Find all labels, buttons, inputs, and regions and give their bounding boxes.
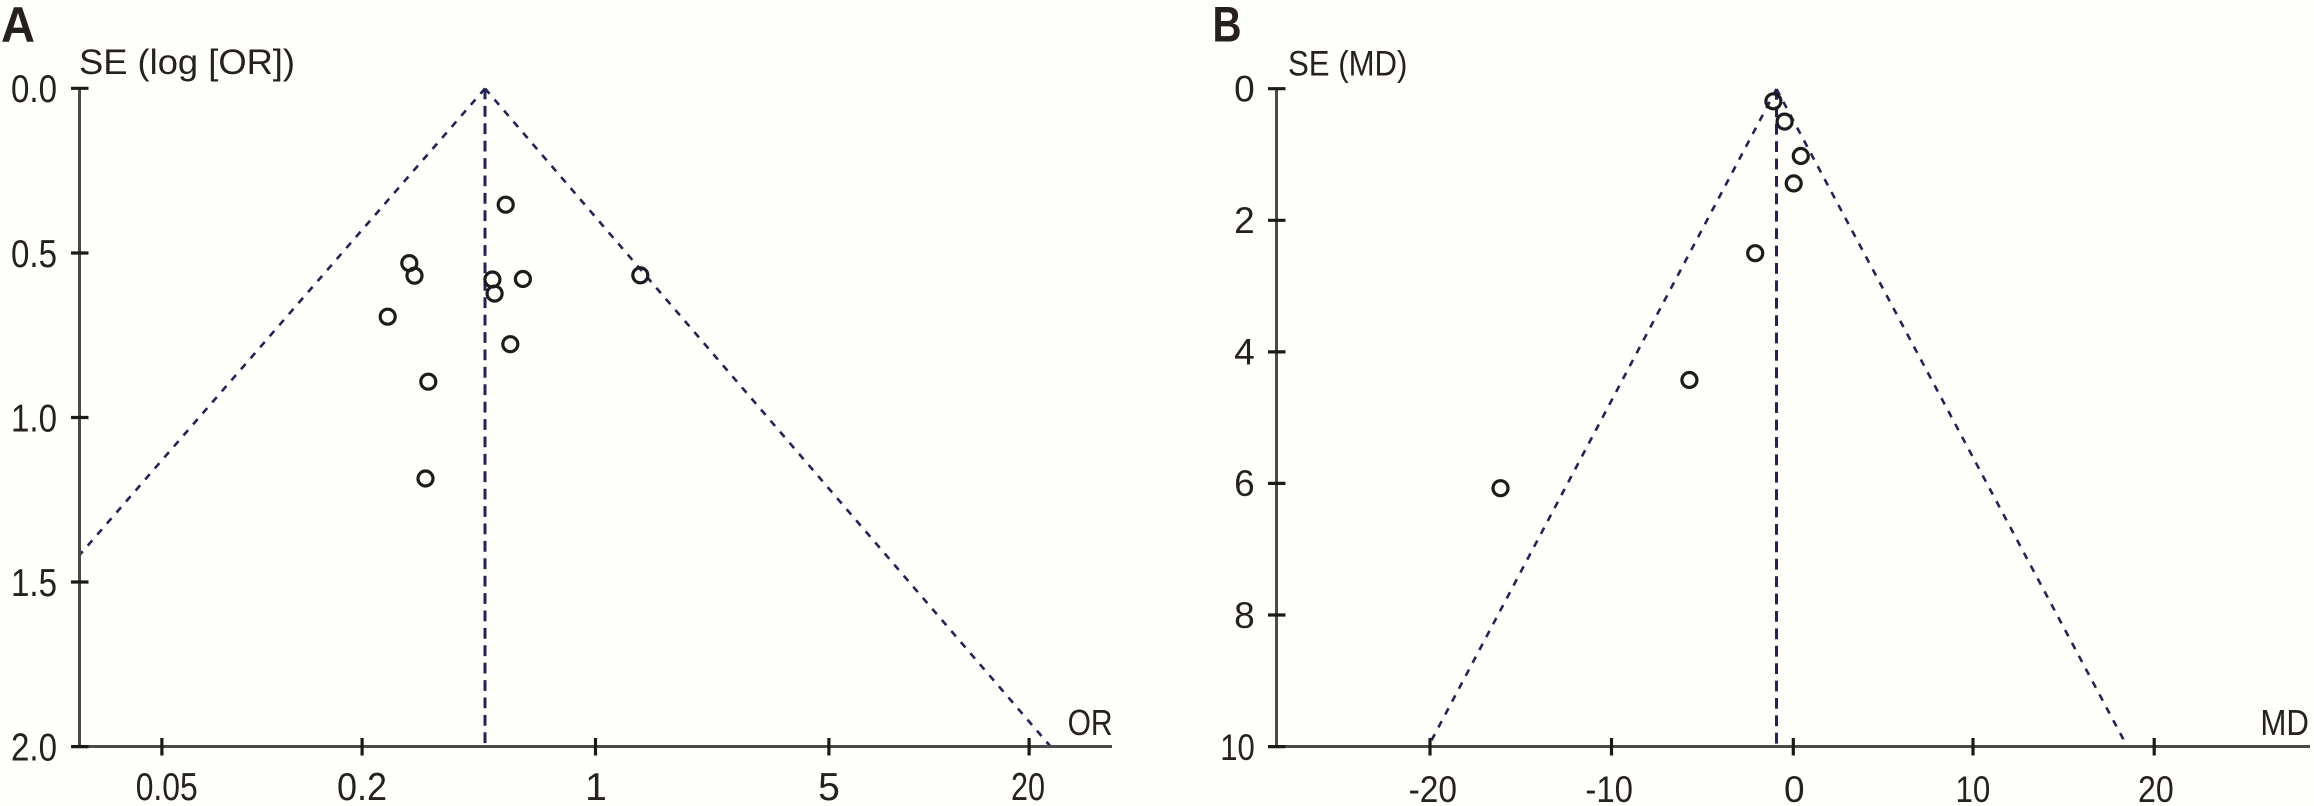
svg-text:-10: -10 (1585, 769, 1633, 806)
svg-text:8: 8 (1234, 595, 1255, 636)
svg-text:2: 2 (1234, 200, 1255, 241)
svg-text:4: 4 (1234, 332, 1255, 373)
svg-text:SE (MD): SE (MD) (1288, 44, 1407, 83)
svg-text:0: 0 (1234, 69, 1255, 110)
svg-text:10: 10 (1956, 769, 1991, 806)
svg-text:SE (log [OR]): SE (log [OR]) (79, 43, 295, 82)
svg-text:2.0: 2.0 (11, 727, 57, 770)
svg-text:20: 20 (1011, 766, 1045, 806)
svg-text:A: A (1, 0, 35, 53)
svg-text:1: 1 (585, 766, 607, 806)
svg-text:MD: MD (2260, 702, 2309, 743)
svg-text:10: 10 (1220, 727, 1255, 768)
svg-text:0: 0 (1784, 769, 1805, 806)
svg-text:0.5: 0.5 (11, 233, 57, 276)
svg-text:20: 20 (2138, 769, 2174, 806)
svg-text:-20: -20 (1409, 769, 1457, 806)
svg-text:B: B (1213, 0, 1242, 53)
svg-text:1.0: 1.0 (11, 398, 57, 441)
svg-text:0.05: 0.05 (136, 766, 198, 806)
svg-text:5: 5 (818, 766, 840, 806)
svg-text:0.2: 0.2 (337, 766, 387, 806)
svg-text:0.0: 0.0 (11, 68, 57, 111)
svg-text:OR: OR (1068, 702, 1113, 743)
svg-text:6: 6 (1234, 463, 1255, 504)
svg-text:1.5: 1.5 (11, 562, 57, 605)
